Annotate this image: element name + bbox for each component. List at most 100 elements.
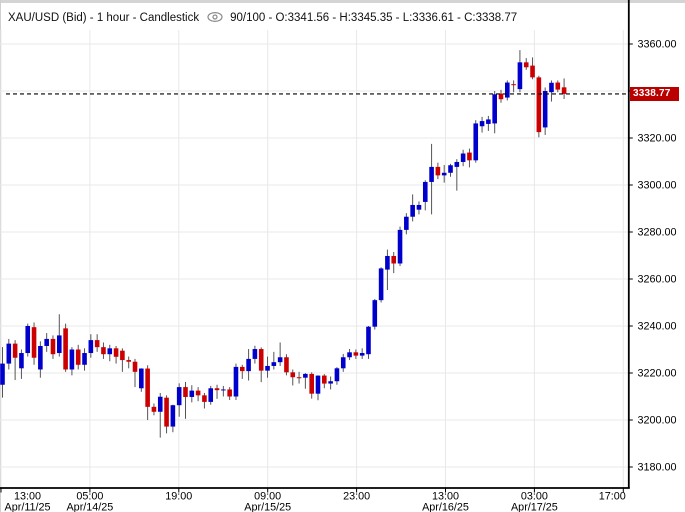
candle-body bbox=[12, 343, 18, 358]
candle-body bbox=[555, 82, 561, 90]
candle-body bbox=[208, 388, 214, 402]
candle-body bbox=[473, 123, 479, 161]
candle-body bbox=[454, 161, 460, 167]
y-tick-label: 3200.00 bbox=[638, 415, 677, 427]
candle-body bbox=[126, 360, 131, 362]
y-tick-label: 3360.00 bbox=[638, 39, 677, 51]
candle-body bbox=[0, 363, 5, 385]
candle-body bbox=[252, 349, 258, 359]
eye-icon[interactable] bbox=[207, 11, 223, 26]
candle-body bbox=[328, 381, 333, 384]
x-tick-time: 23:00 bbox=[343, 491, 370, 503]
candle-body bbox=[315, 375, 321, 394]
candle-body bbox=[505, 82, 510, 98]
candle-body bbox=[277, 357, 283, 363]
candle-body bbox=[195, 390, 201, 396]
candle-body bbox=[44, 338, 49, 346]
candle-body bbox=[25, 326, 31, 354]
y-tick-label: 3240.00 bbox=[638, 321, 677, 333]
candle-body bbox=[164, 397, 169, 427]
candle-body bbox=[410, 204, 415, 217]
candle-body bbox=[145, 368, 150, 407]
x-tick-date: Apr/14/25 bbox=[66, 502, 113, 512]
candle-body bbox=[340, 357, 346, 369]
candle-body bbox=[139, 368, 144, 389]
candle-body bbox=[233, 366, 239, 397]
vertical-gridlines bbox=[0, 30, 624, 493]
candle-body bbox=[448, 165, 453, 173]
chart-title: XAU/USD (Bid) - 1 hour - Candlestick bbox=[8, 12, 200, 24]
candle-body bbox=[322, 375, 327, 384]
candle-body bbox=[347, 352, 352, 358]
candle-body bbox=[63, 328, 68, 370]
candle-body bbox=[132, 361, 138, 372]
candle-body bbox=[189, 390, 195, 397]
candle-body bbox=[265, 365, 270, 371]
candle-body bbox=[517, 62, 523, 90]
candle-body bbox=[372, 300, 378, 327]
candle-body bbox=[176, 387, 182, 406]
candle-body bbox=[561, 87, 567, 94]
candle-body bbox=[492, 94, 497, 124]
candle-body bbox=[479, 121, 485, 127]
x-tick-time: 17:00 bbox=[599, 491, 626, 503]
candle-body bbox=[429, 166, 434, 182]
candle-body bbox=[284, 357, 289, 373]
candle-body bbox=[385, 255, 390, 270]
x-tick-time: 03:00 bbox=[521, 491, 548, 503]
candle-body bbox=[258, 349, 264, 371]
candle-body bbox=[290, 372, 296, 378]
y-axis-labels: 3360.003340.003320.003300.003280.003260.… bbox=[638, 39, 677, 474]
candle-body bbox=[56, 335, 62, 354]
candle-body bbox=[359, 353, 365, 356]
candle-body bbox=[50, 338, 56, 355]
candle-body bbox=[19, 353, 24, 369]
candle-body bbox=[511, 84, 516, 86]
candle-body bbox=[31, 327, 37, 358]
candle-body bbox=[82, 353, 87, 365]
x-tick-date: Apr/16/25 bbox=[422, 502, 469, 512]
x-tick-date: Apr/11/25 bbox=[5, 502, 51, 512]
candle-body bbox=[107, 348, 113, 355]
candle-body bbox=[239, 366, 245, 372]
candle-body bbox=[334, 368, 340, 382]
candle-body bbox=[120, 350, 125, 361]
candle-body bbox=[170, 405, 176, 427]
candle-body bbox=[101, 347, 106, 355]
y-tick-label: 3260.00 bbox=[638, 274, 677, 286]
y-tick-label: 3300.00 bbox=[638, 180, 677, 192]
candle-body bbox=[303, 373, 308, 378]
candle-body bbox=[202, 395, 207, 402]
candle-body bbox=[151, 406, 157, 412]
candle-body bbox=[435, 166, 441, 176]
x-tick-time: 13:00 bbox=[432, 491, 459, 503]
x-tick-date: Apr/17/25 bbox=[511, 502, 558, 512]
candle-body bbox=[214, 388, 220, 391]
candle-body bbox=[467, 152, 472, 161]
candle-body bbox=[113, 348, 119, 357]
candle-body bbox=[75, 349, 81, 365]
candle-body bbox=[221, 389, 226, 391]
y-tick-label: 3320.00 bbox=[638, 133, 677, 145]
candle-body bbox=[416, 204, 422, 210]
candle-body bbox=[441, 172, 447, 176]
candle-body bbox=[157, 396, 163, 412]
x-tick-time: 05:00 bbox=[76, 491, 103, 503]
candle-body bbox=[391, 255, 397, 264]
x-tick-date: Apr/15/25 bbox=[244, 502, 291, 512]
candle-body bbox=[38, 345, 43, 370]
candle-body bbox=[536, 77, 542, 133]
candle-body bbox=[397, 229, 403, 264]
candles bbox=[0, 50, 567, 438]
candle-body bbox=[498, 93, 504, 100]
candle-body bbox=[309, 373, 314, 394]
x-tick-time: 19:00 bbox=[165, 491, 192, 503]
y-tick-label: 3280.00 bbox=[638, 227, 677, 239]
candle-body bbox=[353, 352, 359, 356]
candle-body bbox=[530, 65, 535, 78]
candle-body bbox=[422, 181, 428, 202]
y-tick-label: 3220.00 bbox=[638, 368, 677, 380]
window-top-border bbox=[0, 0, 685, 3]
